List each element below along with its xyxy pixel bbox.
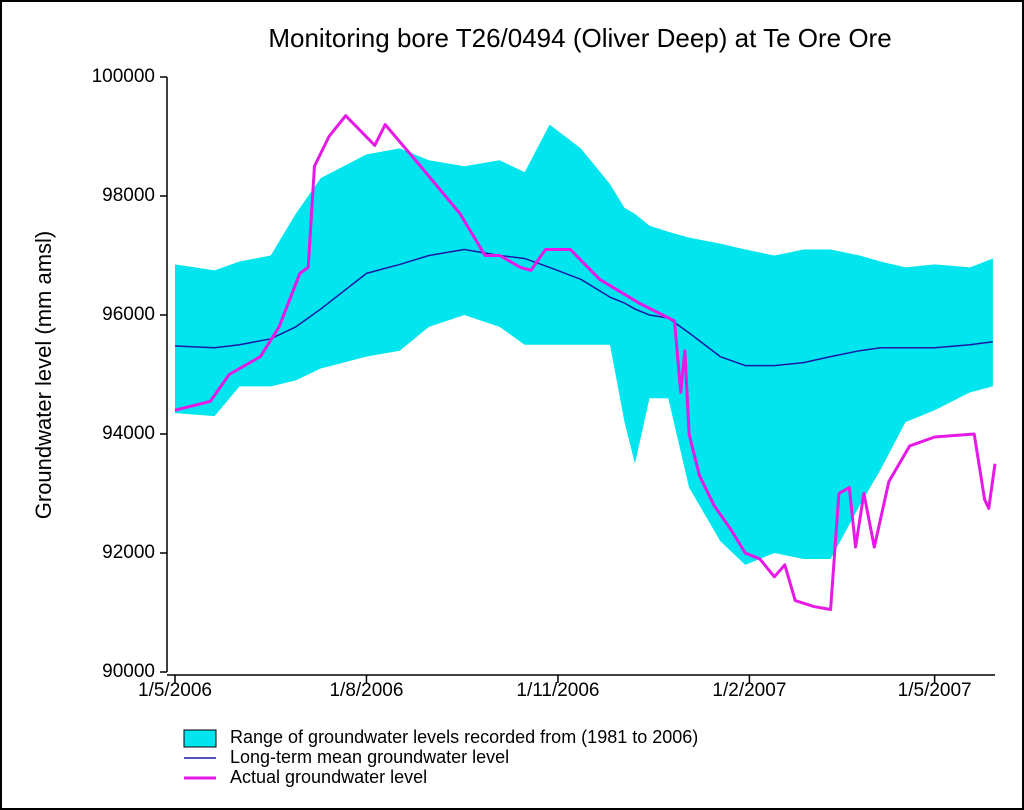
x-tick-label: 1/5/2006 [138, 680, 212, 701]
legend-label: Actual groundwater level [230, 767, 427, 787]
x-tick-label: 1/5/2007 [898, 680, 972, 701]
line [174, 248, 994, 367]
x-tick-label: 1/8/2006 [329, 680, 403, 701]
legend-label: Range of groundwater levels recorded fro… [230, 727, 698, 747]
y-axis-label: Groundwater level (mm amsl) [31, 231, 56, 520]
line [174, 114, 997, 612]
legend-label: Long-term mean groundwater level [230, 747, 509, 767]
y-tick-label: 92000 [102, 542, 155, 563]
y-tick-label: 94000 [102, 423, 155, 444]
x-tick-label: 1/2/2007 [712, 680, 786, 701]
x-tick-label: 1/11/2006 [516, 680, 599, 701]
y-tick-label: 90000 [102, 661, 155, 682]
chart-title: Monitoring bore T26/0494 (Oliver Deep) a… [268, 23, 891, 53]
y-tick-label: 98000 [102, 185, 155, 206]
range-band [175, 124, 993, 565]
y-tick-label: 96000 [102, 304, 155, 325]
legend-swatch [183, 729, 217, 748]
y-tick-label: 100000 [92, 66, 155, 87]
